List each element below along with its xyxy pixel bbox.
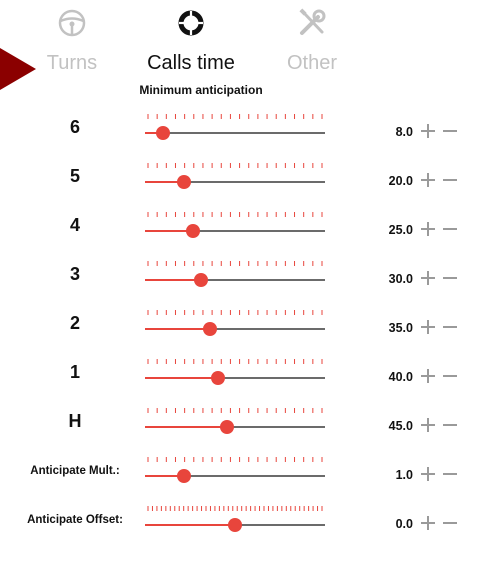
slider-label: 4	[69, 215, 80, 235]
plus-icon[interactable]	[419, 465, 437, 483]
slider-thumb[interactable]	[156, 126, 170, 140]
slider-label: Anticipate Offset:	[27, 514, 123, 526]
slider-ticks	[147, 408, 323, 413]
tab-turns[interactable]: Turns	[17, 8, 127, 75]
slider-fill	[145, 230, 193, 232]
slider-value: 30.0	[388, 272, 413, 286]
slider-value: 45.0	[388, 419, 413, 433]
slider-value: 25.0	[388, 223, 413, 237]
slider-label: 3	[69, 264, 80, 284]
slider-row: 1 40.0	[0, 350, 489, 390]
slider-label: H	[68, 411, 82, 431]
minus-icon[interactable]	[441, 171, 459, 189]
tab-indicator-arrow	[0, 48, 36, 90]
plus-icon[interactable]	[419, 367, 437, 385]
minus-icon[interactable]	[441, 465, 459, 483]
slider-thumb[interactable]	[176, 469, 191, 483]
slider-track[interactable]	[145, 322, 325, 336]
slider-ticks	[147, 457, 323, 462]
slider-fill	[145, 181, 184, 183]
slider-thumb[interactable]	[210, 371, 225, 385]
slider-ticks	[147, 506, 323, 511]
slider-ticks	[147, 114, 323, 119]
slider-row: Anticipate Offset: 0.0	[0, 497, 489, 537]
plus-icon[interactable]	[419, 318, 437, 336]
slider-row: 6 8.0	[0, 105, 489, 145]
tab-other[interactable]: Other	[257, 8, 367, 75]
slider-track[interactable]	[145, 518, 325, 532]
slider-row: 5 20.0	[0, 154, 489, 194]
slider-fill	[145, 524, 235, 526]
slider-label: 1	[69, 362, 80, 382]
slider-thumb[interactable]	[219, 420, 234, 434]
tab-bar: Turns Calls time Other	[0, 0, 489, 90]
slider-ticks	[147, 163, 323, 168]
slider-fill	[145, 426, 227, 428]
slider-track[interactable]	[145, 371, 325, 385]
minus-icon[interactable]	[441, 367, 459, 385]
minus-icon[interactable]	[441, 122, 459, 140]
slider-fill	[145, 328, 210, 330]
slider-track[interactable]	[145, 469, 325, 483]
slider-ticks	[147, 212, 323, 217]
tab-other-label: Other	[286, 52, 338, 74]
slider-label: Anticipate Mult.:	[30, 465, 120, 477]
slider-track[interactable]	[145, 175, 325, 189]
tab-calls-time[interactable]: Calls time	[136, 8, 246, 75]
slider-fill	[145, 475, 184, 477]
wrench-screwdriver-icon	[299, 8, 326, 35]
slider-ticks	[147, 261, 323, 266]
steering-wheel-icon	[58, 9, 86, 37]
minus-icon[interactable]	[441, 269, 459, 287]
slider-value: 8.0	[395, 125, 413, 139]
slider-thumb[interactable]	[228, 518, 242, 532]
slider-value: 35.0	[388, 321, 413, 335]
slider-ticks	[147, 310, 323, 315]
plus-icon[interactable]	[419, 269, 437, 287]
slider-value: 20.0	[388, 174, 413, 188]
plus-icon[interactable]	[419, 220, 437, 238]
slider-track[interactable]	[145, 126, 325, 140]
slider-fill	[145, 279, 201, 281]
plus-icon[interactable]	[419, 416, 437, 434]
slider-thumb[interactable]	[202, 322, 217, 336]
slider-value: 1.0	[395, 468, 413, 482]
slider-label: 6	[69, 117, 80, 137]
slider-value: 40.0	[388, 370, 413, 384]
section-title: Minimum anticipation	[139, 83, 263, 97]
lifebuoy-icon	[178, 10, 204, 36]
tab-turns-label: Turns	[46, 52, 98, 74]
tab-calls-time-label: Calls time	[147, 52, 235, 74]
plus-icon[interactable]	[419, 171, 437, 189]
slider-fill	[145, 132, 163, 134]
minus-icon[interactable]	[441, 514, 459, 532]
slider-ticks	[147, 359, 323, 364]
slider-row: H 45.0	[0, 399, 489, 439]
slider-row: 2 35.0	[0, 301, 489, 341]
slider-label: 2	[69, 313, 80, 333]
minus-icon[interactable]	[441, 220, 459, 238]
minus-icon[interactable]	[441, 318, 459, 336]
slider-thumb[interactable]	[185, 224, 200, 238]
slider-label: 5	[69, 166, 80, 186]
slider-track[interactable]	[145, 273, 325, 287]
slider-row: 4 25.0	[0, 203, 489, 243]
slider-row: 3 30.0	[0, 252, 489, 292]
plus-icon[interactable]	[419, 514, 437, 532]
minus-icon[interactable]	[441, 416, 459, 434]
plus-icon[interactable]	[419, 122, 437, 140]
slider-thumb[interactable]	[176, 175, 191, 189]
slider-row: Anticipate Mult.: 1.0	[0, 448, 489, 488]
slider-track[interactable]	[145, 420, 325, 434]
slider-track[interactable]	[145, 224, 325, 238]
slider-thumb[interactable]	[193, 273, 208, 287]
slider-fill	[145, 377, 218, 379]
slider-value: 0.0	[395, 517, 413, 531]
